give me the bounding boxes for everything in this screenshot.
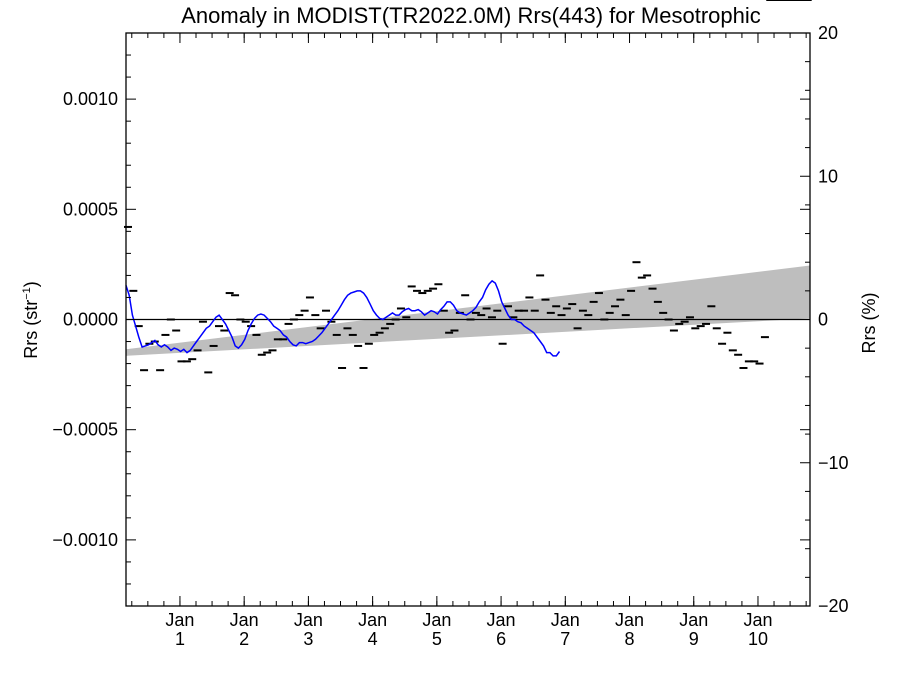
y-tick-label: −0.0005 bbox=[52, 420, 118, 440]
monthly-anomaly-layer bbox=[124, 0, 812, 374]
y2-tick-label: 20 bbox=[818, 23, 838, 43]
y2-tick-label: −20 bbox=[818, 596, 849, 616]
x-tick-month-label: Jan bbox=[615, 610, 644, 630]
y-axis-label: Rrs (str−1) bbox=[21, 281, 41, 359]
x-tick-year-label: 8 bbox=[625, 629, 635, 649]
x-tick-year-label: 3 bbox=[303, 629, 313, 649]
x-tick-year-label: 7 bbox=[560, 629, 570, 649]
y-axis-label-text: Rrs (str bbox=[21, 300, 41, 359]
x-tick-year-label: 5 bbox=[432, 629, 442, 649]
x-tick-month-label: Jan bbox=[679, 610, 708, 630]
y-axis-label-superscript: −1 bbox=[21, 287, 33, 300]
x-tick-month-label: Jan bbox=[230, 610, 259, 630]
y-tick-label: 0.0010 bbox=[63, 89, 118, 109]
x-tick-year-label: 1 bbox=[175, 629, 185, 649]
x-tick-year-label: 4 bbox=[368, 629, 378, 649]
x-tick-year-label: 9 bbox=[689, 629, 699, 649]
y-tick-label: 0.0000 bbox=[63, 310, 118, 330]
x-tick-month-label: Jan bbox=[165, 610, 194, 630]
y-tick-label: −0.0010 bbox=[52, 530, 118, 550]
y-axis-label-close: ) bbox=[21, 281, 41, 287]
trend-band-layer bbox=[126, 265, 810, 356]
y2-tick-label: 0 bbox=[818, 310, 828, 330]
chart-title: Anomaly in MODIST(TR2022.0M) Rrs(443) fo… bbox=[181, 3, 761, 28]
x-tick-month-label: Jan bbox=[551, 610, 580, 630]
x-tick-month-label: Jan bbox=[294, 610, 323, 630]
y2-tick-label: −10 bbox=[818, 453, 849, 473]
x-tick-month-label: Jan bbox=[743, 610, 772, 630]
trend-band bbox=[126, 265, 810, 356]
y2-axis-label: Rrs (%) bbox=[859, 293, 879, 354]
x-tick-month-label: Jan bbox=[487, 610, 516, 630]
x-tick-month-label: Jan bbox=[358, 610, 387, 630]
running-mean-layer bbox=[125, 279, 561, 357]
y-tick-label: 0.0005 bbox=[63, 199, 118, 219]
x-tick-year-label: 2 bbox=[239, 629, 249, 649]
x-tick-month-label: Jan bbox=[422, 610, 451, 630]
y2-tick-label: 10 bbox=[818, 166, 838, 186]
running-mean-line bbox=[125, 279, 561, 357]
x-tick-year-label: 6 bbox=[496, 629, 506, 649]
axes-layer: 0.0010 0.0005 0.0000 −0.0005 −0.0010 20 10 0 −10… bbox=[52, 23, 848, 649]
x-tick-year-label: 10 bbox=[748, 629, 768, 649]
